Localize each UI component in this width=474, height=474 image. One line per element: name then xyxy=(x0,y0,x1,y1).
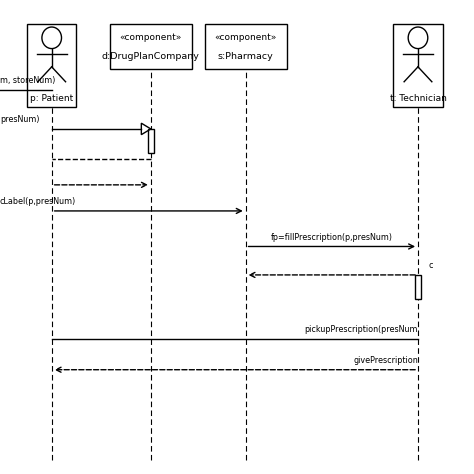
Text: fp=fillPrescription(p,presNum): fp=fillPrescription(p,presNum) xyxy=(271,233,393,242)
Text: givePrescription: givePrescription xyxy=(353,356,418,365)
Text: «component»: «component» xyxy=(119,33,182,42)
Text: s:Pharmacy: s:Pharmacy xyxy=(218,52,273,61)
Bar xyxy=(205,24,287,69)
Bar xyxy=(148,129,154,153)
Text: p: Patient: p: Patient xyxy=(30,94,73,103)
Bar xyxy=(393,24,443,107)
Text: m, storeNum): m, storeNum) xyxy=(0,76,55,85)
Bar xyxy=(27,24,76,107)
Text: d:DrugPlanCompany: d:DrugPlanCompany xyxy=(102,52,200,61)
Bar xyxy=(110,24,192,69)
Text: pickupPrescription(presNum: pickupPrescription(presNum xyxy=(304,325,418,334)
Text: t: Technician: t: Technician xyxy=(390,94,447,103)
Text: «component»: «component» xyxy=(214,33,277,42)
Text: c: c xyxy=(429,261,433,270)
Text: cLabel(p,presNum): cLabel(p,presNum) xyxy=(0,197,76,206)
Text: presNum): presNum) xyxy=(0,115,39,124)
Bar xyxy=(415,275,421,299)
